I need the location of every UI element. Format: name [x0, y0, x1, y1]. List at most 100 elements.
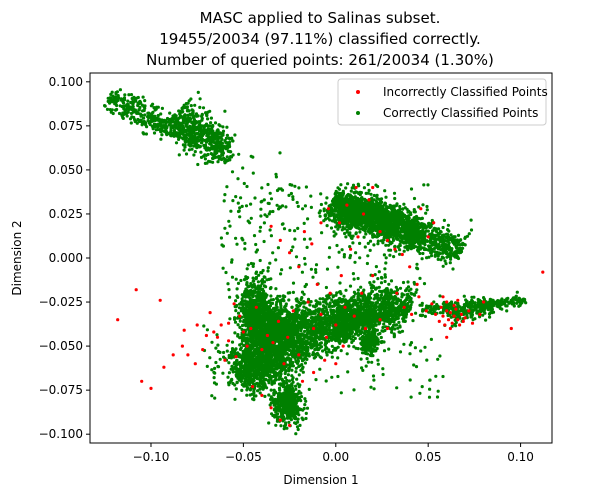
- correct-point: [439, 238, 443, 242]
- correct-point: [404, 289, 408, 293]
- correct-point: [196, 90, 200, 94]
- correct-point: [404, 215, 408, 219]
- correct-point: [153, 125, 157, 129]
- correct-point: [199, 150, 203, 154]
- correct-point: [213, 121, 218, 125]
- correct-point: [150, 119, 154, 124]
- correct-point: [370, 285, 374, 289]
- correct-point: [380, 300, 384, 304]
- correct-point: [382, 322, 386, 326]
- correct-point: [191, 109, 195, 113]
- correct-point: [194, 112, 198, 117]
- correct-point: [153, 108, 157, 112]
- correct-point: [441, 225, 445, 230]
- correct-point: [386, 300, 390, 304]
- correct-point: [340, 199, 344, 203]
- correct-point: [484, 318, 488, 322]
- correct-point: [388, 322, 392, 326]
- correct-point: [421, 251, 425, 256]
- correct-point: [432, 246, 437, 251]
- correct-point: [109, 96, 113, 101]
- correct-point: [195, 146, 199, 150]
- correct-point: [437, 245, 442, 249]
- correct-point: [168, 119, 172, 123]
- correct-point: [406, 240, 410, 244]
- correct-point: [425, 208, 429, 212]
- correct-point: [448, 238, 452, 242]
- correct-point: [487, 312, 492, 316]
- correct-point: [464, 298, 468, 302]
- correct-point: [398, 325, 402, 329]
- correct-point: [177, 153, 181, 157]
- correct-point: [453, 235, 457, 239]
- correct-point: [388, 327, 393, 331]
- correct-point: [358, 212, 362, 216]
- correct-point: [513, 297, 517, 301]
- correct-point: [187, 148, 191, 152]
- correct-point: [152, 131, 157, 135]
- correct-point: [225, 133, 229, 137]
- correct-point: [220, 141, 224, 145]
- correct-point: [213, 149, 217, 153]
- correct-point: [356, 288, 360, 292]
- correct-point: [217, 157, 221, 161]
- correct-point: [211, 123, 215, 128]
- correct-point: [415, 217, 419, 221]
- correct-point: [156, 124, 160, 128]
- correct-point: [192, 153, 196, 157]
- correct-point: [377, 208, 381, 213]
- correct-point: [197, 120, 201, 124]
- correct-point: [344, 198, 348, 202]
- correct-point: [324, 300, 328, 304]
- correct-point: [348, 196, 352, 200]
- correct-point: [384, 195, 388, 199]
- correct-point: [332, 200, 336, 204]
- correct-point: [390, 241, 394, 245]
- correct-point: [448, 261, 452, 265]
- correct-point: [403, 298, 408, 303]
- correct-point: [412, 210, 416, 214]
- correct-point: [417, 238, 421, 242]
- correct-point: [415, 235, 419, 239]
- correct-point: [339, 183, 343, 187]
- correct-point: [193, 150, 197, 154]
- correct-point: [191, 124, 195, 128]
- correct-point: [447, 248, 451, 252]
- correct-point: [469, 228, 474, 232]
- correct-point: [470, 313, 474, 317]
- correct-point: [358, 190, 362, 194]
- correct-point: [469, 218, 473, 222]
- correct-point: [394, 213, 398, 217]
- correct-point: [160, 133, 164, 137]
- correct-point: [134, 119, 138, 124]
- correct-point: [338, 212, 342, 216]
- correct-point: [381, 325, 385, 330]
- correct-point: [199, 155, 204, 159]
- correct-point: [199, 126, 203, 131]
- correct-point: [374, 265, 378, 269]
- correct-point: [189, 104, 193, 108]
- correct-point: [441, 233, 445, 237]
- correct-point: [433, 250, 437, 254]
- correct-point: [363, 245, 367, 249]
- correct-point: [221, 149, 225, 153]
- correct-point: [372, 198, 376, 202]
- correct-point: [366, 201, 370, 205]
- correct-point: [185, 117, 189, 121]
- correct-point: [113, 97, 117, 101]
- title-line-3: Number of queried points: 261/20034 (1.3…: [146, 51, 494, 69]
- correct-point: [227, 149, 231, 154]
- correct-point: [196, 135, 200, 139]
- correct-point: [392, 323, 396, 327]
- correct-point: [190, 120, 194, 125]
- correct-point: [159, 118, 164, 122]
- correct-point: [227, 140, 232, 144]
- correct-point: [346, 182, 350, 186]
- correct-point: [180, 106, 184, 110]
- correct-point: [169, 125, 173, 129]
- correct-point: [379, 290, 383, 294]
- correct-point: [379, 293, 384, 297]
- correct-point: [358, 230, 362, 234]
- correct-point: [208, 124, 212, 128]
